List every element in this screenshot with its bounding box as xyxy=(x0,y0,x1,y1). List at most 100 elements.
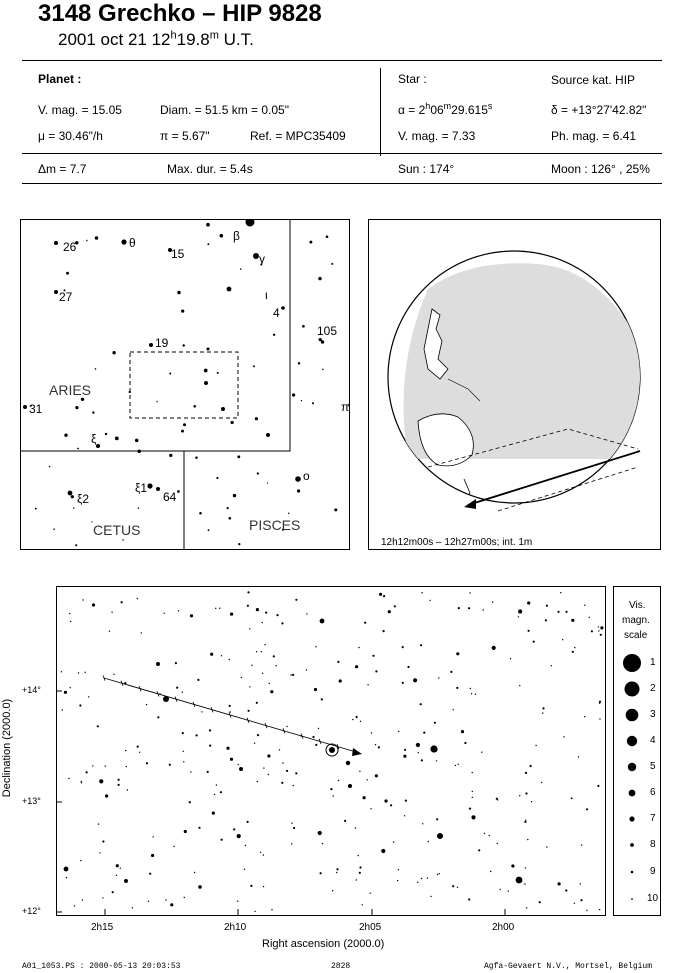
map-star xyxy=(348,403,350,407)
field-star xyxy=(436,873,439,876)
field-star xyxy=(361,904,363,906)
field-star xyxy=(375,670,378,673)
map-star xyxy=(204,381,208,385)
field-star xyxy=(113,673,115,675)
field-star xyxy=(147,900,150,902)
map-star xyxy=(272,333,276,336)
field-star xyxy=(152,836,154,838)
field-star xyxy=(126,789,129,791)
field-star xyxy=(362,796,366,800)
map-star xyxy=(91,521,93,523)
field-star xyxy=(247,709,250,712)
field-star xyxy=(267,754,271,758)
map-star xyxy=(281,528,284,531)
map-star xyxy=(309,240,313,244)
boundary-aries xyxy=(21,220,291,452)
field-star xyxy=(519,685,521,687)
constellation-map: ARIES CETUS PISCES 26 θ 15 β γ 27 ι 4 10… xyxy=(20,219,350,550)
field-star xyxy=(201,711,203,713)
field-star xyxy=(598,908,601,911)
field-star xyxy=(188,801,191,804)
field-star xyxy=(457,763,459,765)
track-tick xyxy=(138,685,142,692)
star-label-gamma: γ xyxy=(259,252,265,266)
map-star xyxy=(253,253,259,259)
star-alpha: α = 2h06m29.615s xyxy=(398,102,492,118)
field-star xyxy=(320,698,323,701)
field-star xyxy=(263,767,265,769)
map-star xyxy=(295,476,301,482)
map-star xyxy=(112,351,116,355)
field-star xyxy=(598,702,601,704)
field-star xyxy=(524,820,527,823)
map-star xyxy=(181,309,185,313)
field-star xyxy=(70,620,72,623)
field-star xyxy=(550,665,553,667)
map-star xyxy=(331,262,334,265)
date-main: 2001 oct 21 12 xyxy=(58,30,171,49)
map-star xyxy=(70,495,74,499)
field-star xyxy=(256,734,260,737)
map-star xyxy=(54,241,58,245)
label-pisces: PISCES xyxy=(249,517,301,533)
field-star xyxy=(190,771,192,773)
field-star xyxy=(206,770,209,773)
star-phmag: Ph. mag. = 6.41 xyxy=(551,129,637,143)
field-star xyxy=(348,784,352,788)
field-star xyxy=(478,849,481,852)
field-star xyxy=(542,712,544,714)
field-star xyxy=(483,832,486,835)
field-star xyxy=(255,701,258,704)
field-star xyxy=(355,665,359,669)
field-star xyxy=(384,799,388,803)
field-star xyxy=(571,650,574,653)
star-label-64: 64 xyxy=(163,490,177,504)
field-star xyxy=(438,873,440,875)
map-star xyxy=(75,544,78,547)
field-star xyxy=(220,838,223,841)
date-min: 19.8 xyxy=(176,30,210,49)
map-star xyxy=(207,243,210,246)
islands xyxy=(447,378,481,402)
field-star xyxy=(319,618,325,624)
map-star xyxy=(177,490,180,493)
map-star xyxy=(300,400,303,402)
map-star xyxy=(334,508,338,512)
field-star xyxy=(469,687,471,690)
field-star xyxy=(456,652,460,656)
track-tick xyxy=(300,733,304,739)
field-star xyxy=(246,604,249,607)
map-star xyxy=(96,444,100,448)
map-star xyxy=(238,542,241,546)
field-star xyxy=(546,846,548,848)
field-star xyxy=(281,622,284,625)
star-chart-svg xyxy=(60,591,604,912)
field-star xyxy=(420,644,423,647)
field-star xyxy=(369,892,371,894)
field-star xyxy=(407,665,410,669)
field-star xyxy=(338,679,342,683)
field-star xyxy=(525,907,528,909)
field-star xyxy=(474,693,477,695)
field-star xyxy=(517,616,520,618)
mag-level-7: 7 xyxy=(650,813,656,824)
field-star xyxy=(209,744,212,747)
footer-id: 2828 xyxy=(331,962,351,971)
field-star xyxy=(542,707,545,710)
field-star xyxy=(562,639,564,641)
field-star xyxy=(290,674,292,676)
mag-level-3: 3 xyxy=(650,709,656,720)
field-star xyxy=(140,632,142,634)
field-star xyxy=(509,658,512,660)
map-star xyxy=(92,411,95,414)
field-star xyxy=(507,890,509,892)
mag-dot-2 xyxy=(624,681,640,697)
field-star xyxy=(317,830,322,836)
field-star xyxy=(250,884,253,887)
field-star xyxy=(573,902,576,904)
field-star xyxy=(321,842,324,845)
sun-elongation: Sun : 174° xyxy=(398,162,455,176)
field-star xyxy=(247,591,250,594)
map-star xyxy=(206,222,210,227)
field-star xyxy=(312,735,315,739)
